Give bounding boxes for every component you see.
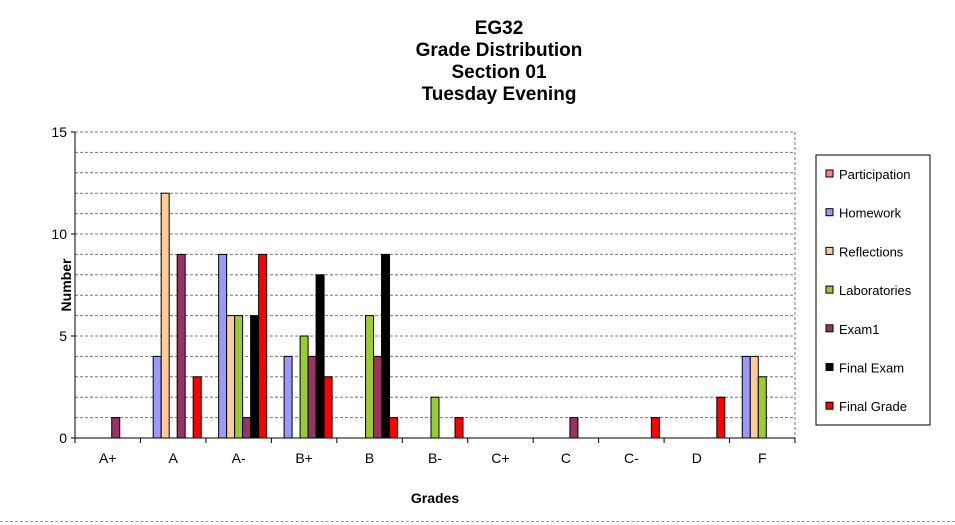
bar-homework xyxy=(741,355,751,439)
y-axis-label: Number xyxy=(58,258,74,311)
legend-swatch xyxy=(825,363,834,371)
x-tick-label: D xyxy=(692,450,702,466)
bar-final-exam xyxy=(315,274,325,439)
bar-exam1 xyxy=(242,417,252,439)
x-tick-label: A- xyxy=(232,450,246,466)
legend-label: Final Grade xyxy=(839,399,907,414)
y-tick-label: 10 xyxy=(51,226,67,242)
legend-swatch xyxy=(825,246,834,255)
legend-label: Participation xyxy=(839,167,911,182)
bar-homework xyxy=(283,355,293,439)
x-tick-label: C xyxy=(561,450,571,466)
bar-exam1 xyxy=(307,355,317,439)
x-axis-label: Grades xyxy=(411,490,459,506)
legend-label: Laboratories xyxy=(839,283,912,298)
legend-swatch xyxy=(825,324,834,333)
bar-exam1 xyxy=(176,253,186,439)
legend xyxy=(815,154,931,426)
bar-final-grade xyxy=(323,376,333,439)
bar-final-grade xyxy=(716,396,726,439)
title-line-1: EG32 xyxy=(474,18,524,39)
legend-label: Exam1 xyxy=(839,322,879,337)
bar-laboratories xyxy=(430,396,440,439)
bar-final-grade xyxy=(454,417,464,439)
bar-exam1 xyxy=(569,417,579,439)
x-tick-label: C+ xyxy=(491,450,509,466)
title-line-2: Grade Distribution xyxy=(415,40,583,61)
legend-label: Reflections xyxy=(839,244,904,259)
legend-label: Final Exam xyxy=(839,361,904,376)
y-tick-label: 15 xyxy=(51,124,67,140)
bar-final-exam xyxy=(250,315,260,439)
x-tick-label: B- xyxy=(428,450,442,466)
x-tick-label: C- xyxy=(624,450,639,466)
divider xyxy=(0,521,955,522)
y-tick-label: 0 xyxy=(59,430,67,446)
bar-final-grade xyxy=(258,253,268,439)
bar-laboratories xyxy=(365,315,375,439)
bar-final-grade xyxy=(650,417,660,439)
bar-homework xyxy=(218,253,228,439)
bar-final-exam xyxy=(381,253,391,439)
bar-exam1 xyxy=(373,355,383,439)
bar-laboratories xyxy=(299,335,309,439)
bar-exam1 xyxy=(111,417,121,439)
title-line-3: Section 01 xyxy=(451,62,547,83)
x-tick-label: A xyxy=(169,450,179,466)
legend-swatch xyxy=(825,208,834,217)
legend-swatch xyxy=(825,285,834,294)
bar-laboratories xyxy=(234,315,244,439)
legend-label: Homework xyxy=(839,206,902,221)
y-tick-label: 5 xyxy=(59,328,67,344)
title-line-4: Tuesday Evening xyxy=(421,84,577,105)
legend-swatch xyxy=(825,401,834,410)
x-tick-label: B xyxy=(365,450,374,466)
bar-homework xyxy=(152,355,162,439)
x-tick-label: F xyxy=(758,450,767,466)
x-tick-label: A+ xyxy=(99,450,117,466)
bar-laboratories xyxy=(757,376,767,439)
bar-reflections xyxy=(226,315,236,439)
legend-swatch xyxy=(825,169,834,178)
x-tick-label: B+ xyxy=(295,450,313,466)
bar-final-grade xyxy=(389,417,399,439)
bar-reflections xyxy=(160,192,170,439)
bar-final-grade xyxy=(192,376,202,439)
chart-title: EG32 Grade Distribution Section 01 Tuesd… xyxy=(0,18,955,106)
bar-reflections xyxy=(749,355,759,439)
